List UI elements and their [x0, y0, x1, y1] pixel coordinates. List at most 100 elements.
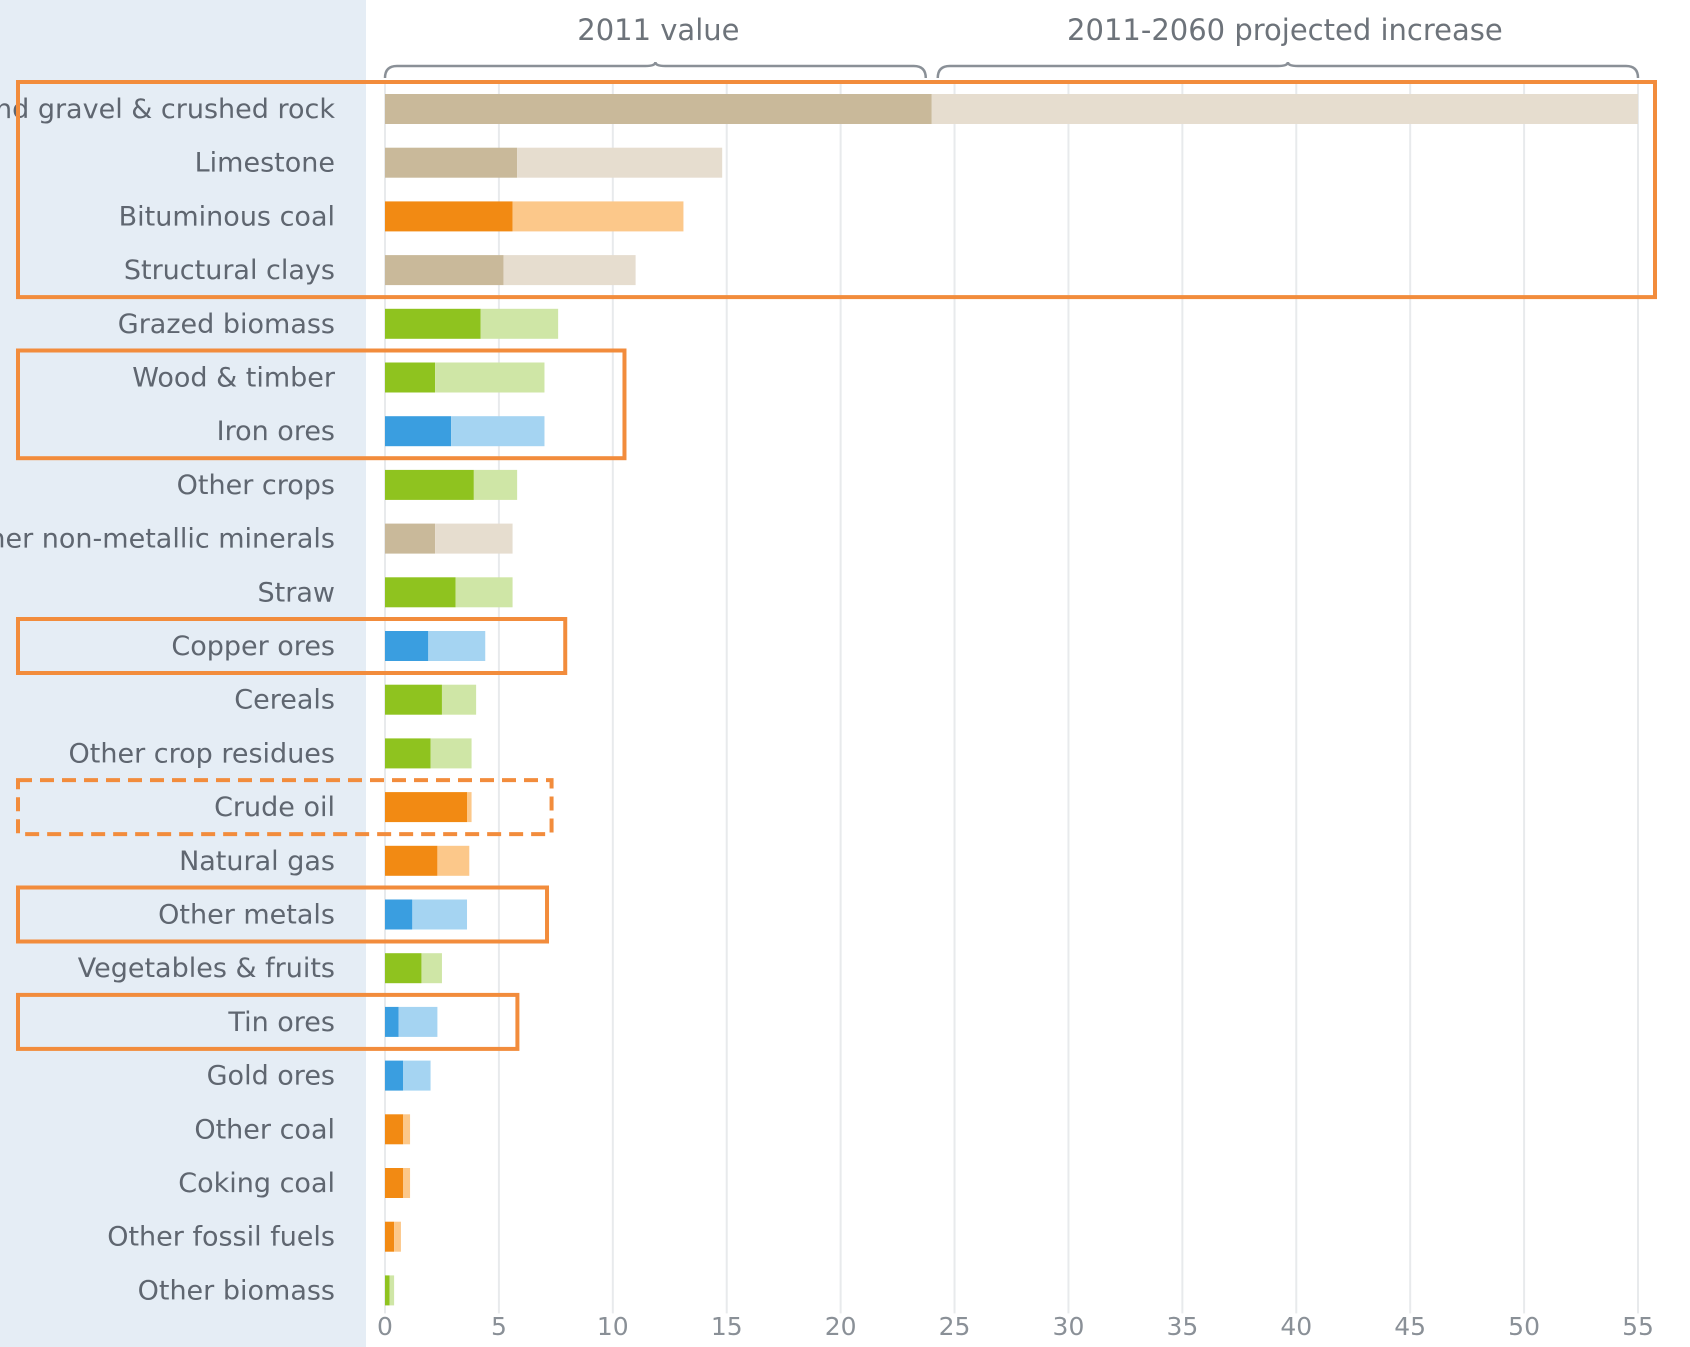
bar-2011-value	[385, 308, 481, 339]
bar-row-crude-oil	[385, 792, 472, 823]
bar-2011-value	[385, 1006, 399, 1037]
category-label-other-crops: Other crops	[177, 470, 335, 501]
bar-projected-increase	[455, 577, 513, 608]
bar-projected-increase	[389, 1275, 395, 1306]
header-projected-increase: 2011-2060 projected increase	[1067, 13, 1503, 47]
bar-2011-value	[385, 953, 422, 984]
bar-2011-value	[385, 147, 518, 178]
bar-2011-value	[385, 523, 436, 554]
bar-row-other-fossil-fuels	[385, 1221, 401, 1252]
bar-projected-increase	[467, 792, 472, 823]
tick-layer: 0 5 10 15 20 25 30 35 40 45 50 55	[377, 1312, 1654, 1341]
bar-projected-increase	[430, 738, 472, 769]
x-tick-label: 5	[491, 1312, 507, 1341]
bar-layer	[385, 94, 1638, 1306]
bar-projected-increase	[473, 469, 518, 500]
bar-2011-value	[385, 684, 442, 715]
header-layer: 2011 value 2011-2060 projected increase	[383, 13, 1640, 79]
category-label-crude-oil: Crude oil	[214, 792, 335, 823]
bar-2011-value	[385, 577, 456, 608]
highlight-box-wood-and-timber	[16, 348, 627, 461]
bar-2011-value	[385, 1221, 395, 1252]
category-label-natural-gas: Natural gas	[179, 846, 335, 877]
bar-row-natural-gas	[385, 845, 470, 876]
highlight-box-sand-gravel-and-crushed-rock	[16, 80, 1657, 300]
bar-row-vegetables-and-fruits	[385, 953, 442, 984]
bar-row-other-coal	[385, 1114, 411, 1145]
x-tick-label: 55	[1622, 1312, 1654, 1341]
bar-2011-value	[385, 1168, 404, 1198]
category-label-structural-clays: Structural clays	[124, 255, 335, 286]
bar-2011-value	[385, 1114, 404, 1145]
highlight-box-crude-oil	[16, 778, 554, 837]
label-layer: Sand gravel & crushed rock Limestone Bitum…	[0, 94, 336, 1306]
category-label-copper-ores: Copper ores	[171, 631, 335, 662]
bar-projected-increase	[480, 308, 559, 339]
x-tick-label: 45	[1394, 1312, 1426, 1341]
brace-2011-value	[383, 61, 928, 79]
grid-layer	[384, 80, 1639, 1314]
x-tick-label: 35	[1166, 1312, 1198, 1341]
x-tick-label: 25	[939, 1312, 971, 1341]
category-label-other-non-metallic-minerals: Other non-metallic minerals	[0, 524, 335, 555]
bar-2011-value	[385, 362, 436, 393]
bar-row-copper-ores	[385, 631, 486, 661]
bar-row-other-metals	[385, 899, 468, 930]
bar-2011-value	[385, 201, 513, 232]
category-label-gold-ores: Gold ores	[207, 1061, 335, 1092]
bar-row-other-non-metallic-minerals	[385, 523, 513, 554]
bar-projected-increase	[435, 362, 545, 393]
category-label-other-crop-residues: Other crop residues	[69, 738, 335, 769]
bar-row-sand-gravel-and-crushed-rock	[385, 94, 1638, 124]
bar-row-coking-coal	[385, 1168, 411, 1198]
x-tick-label: 50	[1508, 1312, 1540, 1341]
category-label-other-coal: Other coal	[194, 1114, 335, 1145]
category-label-iron-ores: Iron ores	[217, 416, 335, 447]
bar-row-gold-ores	[385, 1060, 431, 1091]
bar-2011-value	[385, 255, 504, 286]
category-label-cereals: Cereals	[234, 685, 335, 716]
bar-projected-increase	[451, 416, 545, 447]
x-tick-label: 40	[1280, 1312, 1312, 1341]
bar-2011-value	[385, 845, 438, 876]
bar-projected-increase	[403, 1060, 431, 1091]
bar-row-limestone	[385, 147, 723, 178]
x-tick-label: 0	[377, 1312, 393, 1341]
category-label-sand-gravel-and-crushed-rock: Sand gravel & crushed rock	[0, 94, 335, 125]
x-tick-label: 15	[711, 1312, 743, 1341]
bar-projected-increase	[441, 684, 477, 715]
highlight-box-tin-ores	[16, 992, 520, 1051]
bar-projected-increase	[503, 255, 636, 286]
bar-projected-increase	[403, 1114, 411, 1145]
category-label-bituminous-coal: Bituminous coal	[119, 201, 335, 232]
bar-projected-increase	[412, 899, 468, 930]
bar-2011-value	[385, 899, 413, 930]
bar-projected-increase	[931, 94, 1638, 124]
bar-row-tin-ores	[385, 1006, 438, 1037]
highlight-box-copper-ores	[16, 617, 568, 675]
x-tick-label: 20	[825, 1312, 857, 1341]
bar-2011-value	[385, 1060, 404, 1091]
bar-2011-value	[385, 738, 431, 769]
bar-projected-increase	[403, 1168, 411, 1198]
bar-projected-increase	[394, 1221, 401, 1252]
bar-2011-value	[385, 416, 452, 447]
highlight-box-other-metals	[16, 885, 550, 944]
bar-row-wood-and-timber	[385, 362, 545, 393]
bar-row-structural-clays	[385, 255, 636, 286]
bar-projected-increase	[437, 845, 470, 876]
bar-2011-value	[385, 1275, 390, 1306]
bar-row-other-biomass	[385, 1275, 395, 1306]
category-label-other-fossil-fuels: Other fossil fuels	[107, 1222, 335, 1253]
bar-projected-increase	[517, 147, 723, 178]
bar-row-other-crops	[385, 469, 518, 500]
bar-projected-increase	[421, 953, 442, 984]
category-label-other-metals: Other metals	[158, 900, 335, 931]
category-label-straw: Straw	[258, 577, 335, 608]
category-label-grazed-biomass: Grazed biomass	[118, 309, 335, 340]
category-label-tin-ores: Tin ores	[227, 1007, 335, 1038]
bar-row-cereals	[385, 684, 477, 715]
category-label-other-biomass: Other biomass	[138, 1275, 335, 1306]
category-label-vegetables-and-fruits: Vegetables & fruits	[78, 953, 335, 984]
